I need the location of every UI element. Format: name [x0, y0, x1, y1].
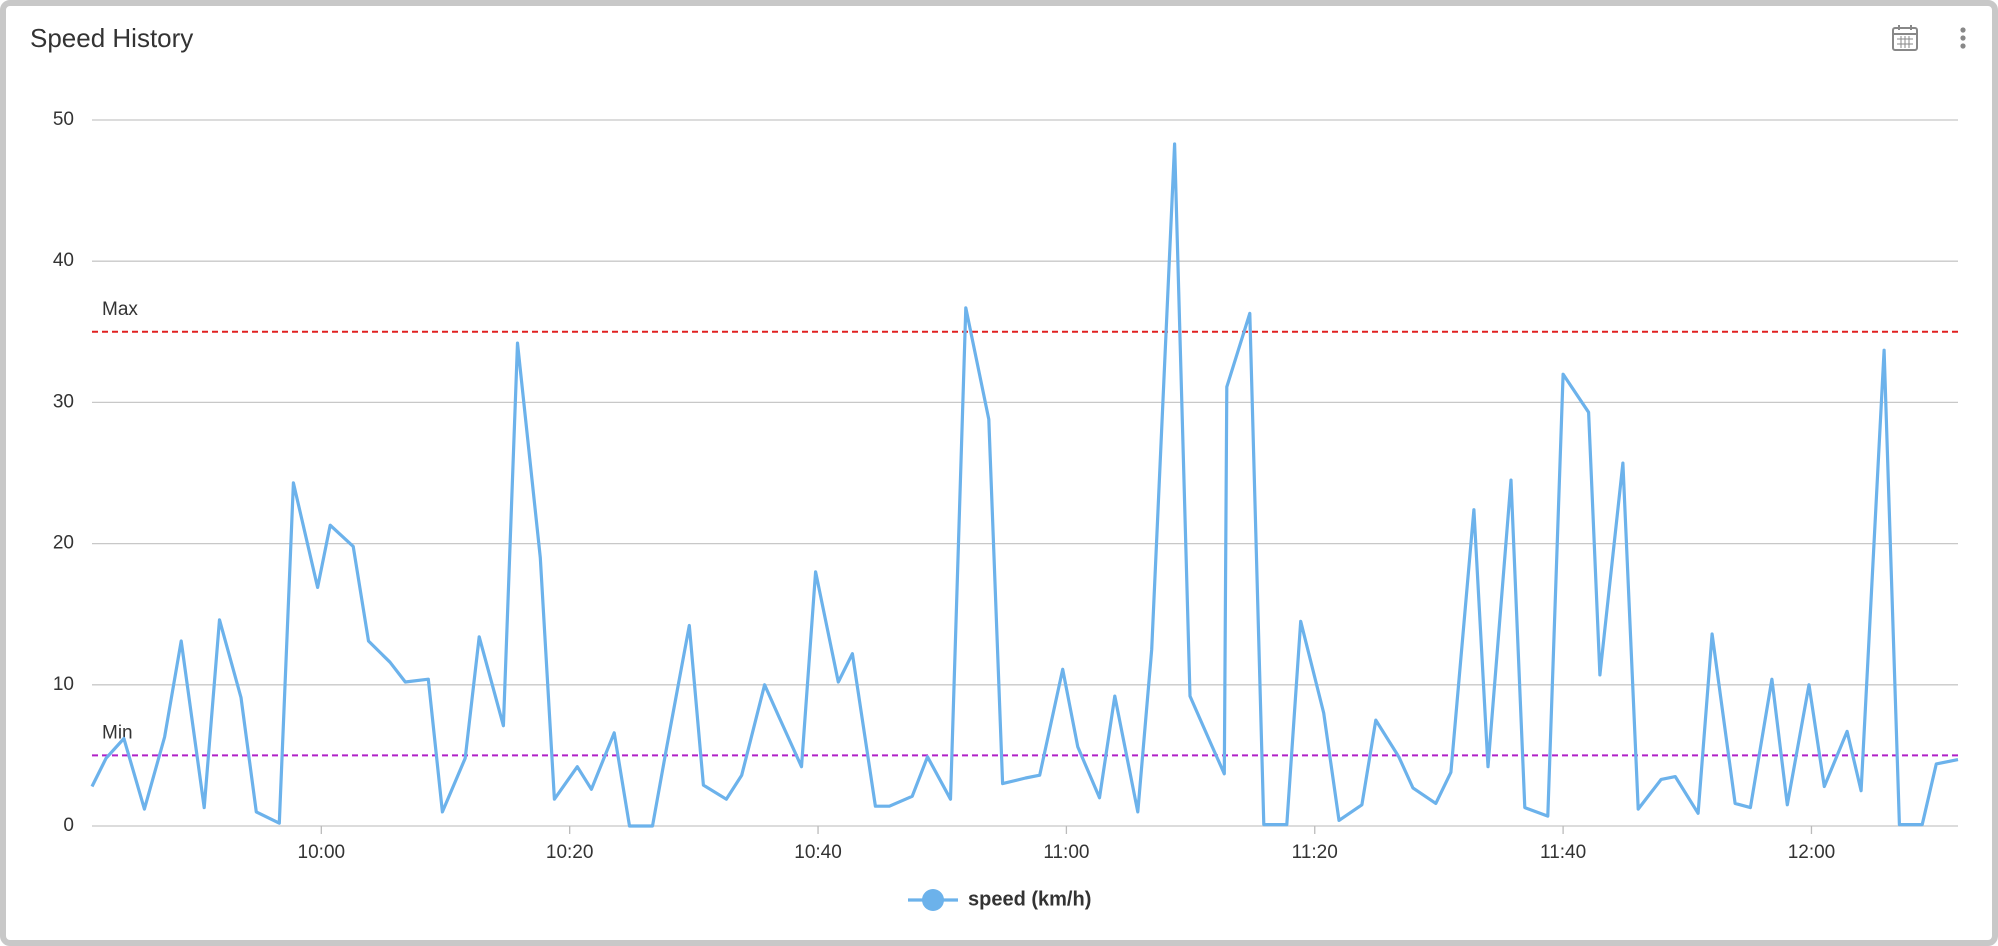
y-tick-label: 50 [53, 109, 74, 130]
x-tick-label: 12:00 [1788, 842, 1836, 863]
x-tick-label: 11:40 [1540, 842, 1586, 863]
y-tick-label: 20 [53, 533, 74, 554]
menu-icon[interactable] [1960, 27, 1966, 49]
chart-title: Speed History [30, 23, 193, 53]
calendar-icon[interactable] [1892, 25, 1918, 51]
legend-label: speed (km/h) [968, 888, 1091, 910]
y-tick-label: 30 [53, 391, 74, 412]
threshold-label: Min [102, 722, 133, 743]
y-tick-label: 0 [63, 815, 74, 836]
x-tick-label: 10:40 [794, 842, 842, 863]
y-tick-label: 10 [53, 674, 74, 695]
x-tick-label: 11:00 [1043, 842, 1089, 863]
legend-marker [922, 889, 944, 911]
threshold-label: Max [102, 299, 138, 320]
x-tick-label: 10:00 [298, 842, 346, 863]
x-tick-label: 10:20 [546, 842, 594, 863]
speed-line [90, 142, 1959, 828]
x-tick-label: 11:20 [1292, 842, 1338, 863]
y-tick-label: 40 [53, 250, 74, 271]
